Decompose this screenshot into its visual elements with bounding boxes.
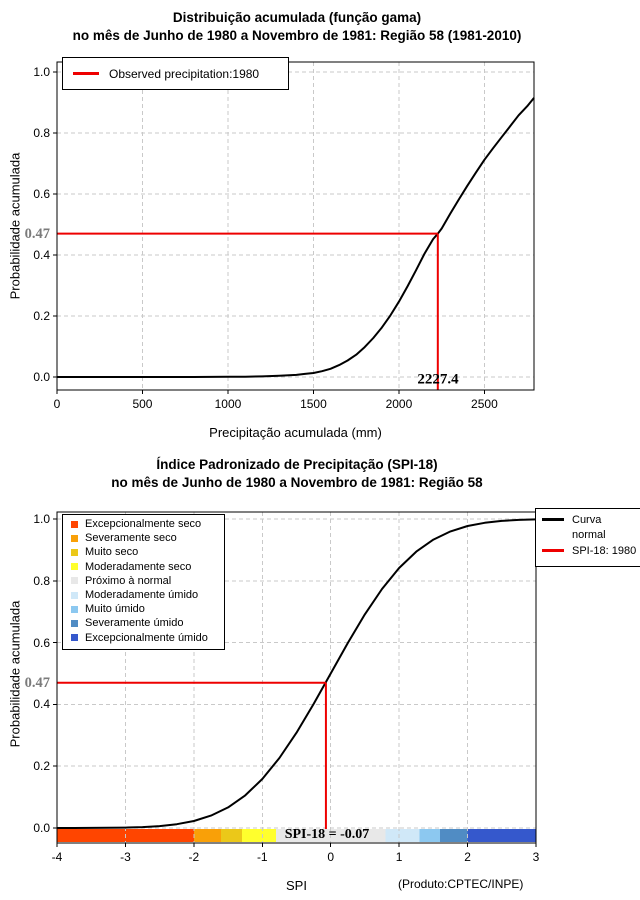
category-color-chip: [71, 634, 78, 642]
normal-cdf-curve: [57, 518, 537, 829]
chart1-value-marker-label: 2227.4: [417, 371, 459, 388]
chart1-title: Distribuição acumulada (função gama): [172, 10, 422, 25]
colorbar-segment: [440, 829, 468, 842]
y-tick-label: 0.4: [33, 697, 50, 712]
x-tick-label: 500: [132, 397, 153, 411]
x-tick-label: 3: [532, 850, 540, 864]
category-color-chip: [71, 548, 78, 556]
category-legend-item: Moderadamente úmido: [63, 588, 224, 602]
spi-value-annotation: SPI-18 = -0.07: [284, 827, 370, 842]
y-tick-label: 0.2: [33, 309, 50, 323]
y-tick-label: 1.0: [33, 512, 50, 526]
x-tick-label: 1500: [300, 397, 327, 411]
series-legend-item: SPI-18: 1980: [536, 543, 640, 559]
category-label: Severamente seco: [85, 532, 177, 545]
plot-border: [56, 511, 537, 844]
normal-curve-label-line1: Curva: [572, 513, 602, 526]
y-tick-label: 0.4: [33, 248, 50, 262]
chart2-series-legend: Curva normal SPI-18: 1980: [535, 508, 640, 567]
category-legend-item: Severamente seco: [63, 531, 224, 545]
chart2-credit: (Produto:CPTEC/INPE): [398, 877, 524, 891]
normal-curve-label-line2: normal: [572, 529, 606, 542]
category-color-chip: [71, 577, 78, 585]
x-tick-label: 2000: [385, 397, 413, 411]
plot-border: [56, 61, 535, 391]
category-color-chip: [71, 605, 78, 613]
x-tick-label: 0: [53, 397, 61, 411]
x-tick-label: 1000: [214, 397, 242, 411]
x-tick-label: -3: [120, 850, 131, 864]
category-legend-item: Excepcionalmente seco: [63, 517, 224, 531]
chart2-prob-marker-label: 0.47: [24, 675, 50, 691]
normal-curve-line-sample: [542, 518, 564, 522]
category-legend-item: Excepcionalmente úmido: [63, 631, 224, 645]
y-tick-label: 0.2: [33, 759, 50, 774]
spi-series-label: SPI-18: 1980: [572, 544, 637, 557]
category-label: Muito seco: [85, 546, 139, 559]
category-legend-item: Moderadamente seco: [63, 560, 224, 574]
chart1-legend: Observed precipitation:1980: [62, 57, 289, 90]
colorbar-segment: [467, 829, 536, 842]
observed-line-sample: [73, 72, 99, 75]
colorbar-segment: [221, 829, 242, 842]
category-label: Muito úmido: [85, 603, 145, 616]
category-legend-item: Severamente úmido: [63, 616, 224, 630]
colorbar-segment: [241, 829, 276, 842]
y-tick-label: 0.0: [33, 821, 50, 835]
x-tick-label: -4: [51, 850, 63, 864]
x-tick-label: 0: [327, 850, 335, 864]
chart1-prob-marker-label: 0.47: [24, 226, 50, 242]
x-tick-label: 2: [464, 850, 471, 864]
category-label: Excepcionalmente seco: [85, 518, 202, 531]
spi-line-sample: [542, 549, 564, 553]
y-tick-label: 0.8: [33, 126, 50, 140]
x-tick-label: 2500: [471, 397, 498, 411]
chart1-x-axis-label: Precipitação acumulada (mm): [209, 425, 382, 440]
category-legend-item: Muito úmido: [63, 602, 224, 616]
colorbar-segment: [385, 829, 420, 842]
observed-line-label: Observed precipitation:1980: [109, 66, 260, 81]
category-color-chip: [71, 619, 78, 627]
x-tick-label: 1: [395, 850, 403, 864]
category-color-chip: [71, 563, 78, 571]
category-legend-item: Muito seco: [63, 545, 224, 559]
category-label: Próximo à normal: [85, 574, 172, 587]
chart2-y-axis-label: Probabilidade acumulada: [7, 600, 23, 748]
x-tick-label: -1: [256, 850, 268, 864]
category-label: Excepcionalmente úmido: [85, 631, 208, 644]
colorbar-segment: [193, 829, 222, 842]
x-tick-label: -2: [188, 850, 200, 864]
category-legend-item: Próximo à normal: [63, 574, 224, 588]
spacer: [542, 534, 564, 537]
category-label: Moderadamente seco: [85, 560, 192, 573]
category-label: Moderadamente úmido: [85, 589, 199, 602]
category-color-chip: [71, 534, 78, 542]
category-label: Severamente úmido: [85, 617, 184, 630]
y-tick-label: 0.0: [33, 370, 50, 384]
gamma-cdf-curve: [57, 97, 535, 378]
chart2-title: Índice Padronizado de Precipitação (SPI-…: [156, 457, 438, 472]
chart2-subtitle: no mês de Junho de 1980 a Novembro de 19…: [111, 475, 483, 490]
chart2-category-legend: Excepcionalmente seco Severamente seco Mui…: [62, 514, 225, 650]
y-tick-label: 1.0: [33, 65, 50, 79]
chart1-subtitle: no mês de Junho de 1980 a Novembro de 19…: [72, 28, 522, 43]
colorbar-segment: [419, 829, 441, 842]
chart2-x-axis-label: SPI: [286, 878, 307, 893]
y-tick-label: 0.6: [33, 635, 50, 650]
series-legend-item: Curva: [536, 512, 640, 528]
y-tick-label: 0.8: [33, 573, 50, 588]
category-color-chip: [71, 520, 78, 528]
category-color-chip: [71, 591, 78, 599]
series-legend-item: normal: [536, 528, 640, 544]
y-tick-label: 0.6: [33, 187, 50, 201]
